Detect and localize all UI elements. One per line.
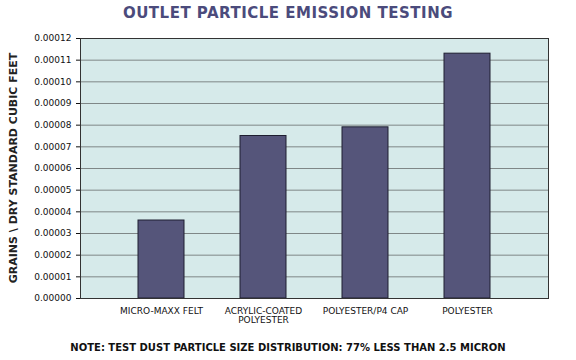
svg-text:0.00007: 0.00007 <box>34 142 71 152</box>
svg-text:0.00010: 0.00010 <box>34 77 71 87</box>
svg-text:0.00000: 0.00000 <box>34 293 71 303</box>
svg-text:0.00012: 0.00012 <box>34 33 71 43</box>
svg-text:0.00009: 0.00009 <box>34 98 71 108</box>
html-text:OUTLET PARTICLE EMISSION TESTI: OUTLET PARTICLE EMISSION TESTING <box>122 4 454 22</box>
svg-text:0.00003: 0.00003 <box>34 228 71 238</box>
svg-text:0.00008: 0.00008 <box>34 120 71 130</box>
svg-text:POLYESTER/P4 CAP: POLYESTER/P4 CAP <box>323 306 409 316</box>
svg-text:0.00001: 0.00001 <box>34 272 71 282</box>
svg-text:GRAINS \ DRY STANDARD CUBIC FE: GRAINS \ DRY STANDARD CUBIC FEET <box>7 52 20 283</box>
svg-text:0.00004: 0.00004 <box>34 207 71 217</box>
svg-text:ACRYLIC-COATEDPOLYESTER: ACRYLIC-COATEDPOLYESTER <box>225 306 303 325</box>
svg-text:POLYESTER: POLYESTER <box>442 306 493 316</box>
svg-text:0.00006: 0.00006 <box>34 163 71 173</box>
svg-text:MICRO-MAXX FELT: MICRO-MAXX FELT <box>120 306 203 316</box>
svg-text:0.00002: 0.00002 <box>34 250 71 260</box>
html-text:NOTE: TEST DUST PARTICLE SIZE: NOTE: TEST DUST PARTICLE SIZE DISTRIBUTI… <box>70 342 506 353</box>
svg-text:0.00005: 0.00005 <box>34 185 71 195</box>
svg-text:0.00011: 0.00011 <box>34 55 71 65</box>
